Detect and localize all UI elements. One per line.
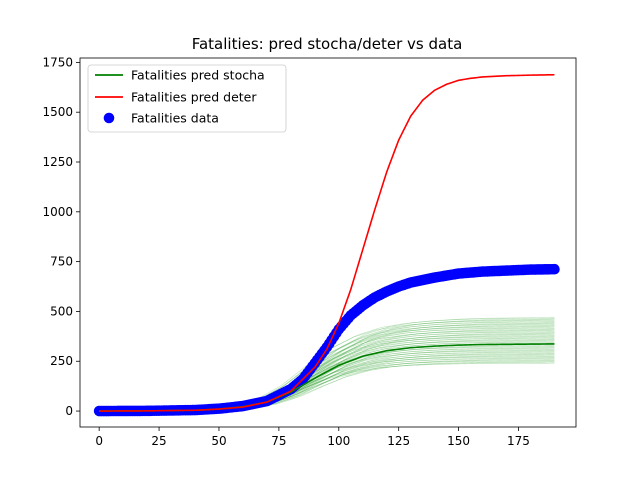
y-tick-label: 1000 xyxy=(42,205,73,219)
legend-label: Fatalities pred stocha xyxy=(131,68,265,83)
x-tick-label: 50 xyxy=(211,434,226,448)
line-pred-deter xyxy=(99,73,555,412)
x-tick-label: 75 xyxy=(271,434,286,448)
legend-box xyxy=(87,64,287,133)
x-tick-label: 150 xyxy=(447,434,470,448)
y-tick-label: 1250 xyxy=(42,155,73,169)
x-tick-label: 0 xyxy=(95,434,103,448)
series-layer xyxy=(93,73,560,417)
y-tick-label: 500 xyxy=(50,304,73,318)
data-point xyxy=(549,263,560,275)
x-tick-label: 100 xyxy=(327,434,350,448)
legend: Fatalities pred stocha Fatalities pred de… xyxy=(87,64,287,133)
axes: 0 25 50 75 100 125 150 175025050075010001250150… xyxy=(42,55,577,448)
x-tick-label: 125 xyxy=(387,434,410,448)
y-tick-label: 1750 xyxy=(42,55,73,69)
y-tick-label: 250 xyxy=(50,354,73,368)
legend-label: Fatalities data xyxy=(131,111,219,126)
y-tick-label: 0 xyxy=(65,404,73,418)
plot-frame xyxy=(79,57,577,428)
y-tick-label: 750 xyxy=(50,255,73,269)
x-tick-label: 175 xyxy=(507,434,530,448)
x-tick-label: 25 xyxy=(151,434,166,448)
legend-marker-swatch xyxy=(103,112,115,124)
legend-label: Fatalities pred deter xyxy=(131,90,257,105)
chart-title: Fatalities: pred stocha/deter vs data xyxy=(192,35,463,53)
y-tick-label: 1500 xyxy=(42,105,73,119)
